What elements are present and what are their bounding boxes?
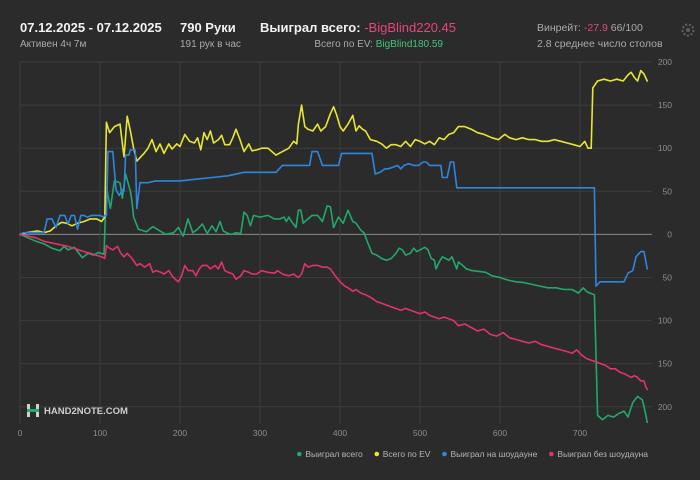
x-tick-label: 300 [253,428,267,438]
legend-label-ev: Всего по EV [383,449,431,459]
y-tick-label: 100 [658,143,672,153]
winrate-value: -27.9 [583,22,608,34]
x-tick-label: 100 [93,428,107,438]
y-tick-label: 100 [658,316,672,326]
active-time: Активен 4ч 7м [20,39,87,50]
x-tick-label: 0 [18,428,23,438]
legend-label-showdown: Выиграл на шоудауне [450,449,537,459]
won-total-label: Выиграл всего: [260,20,361,35]
x-tick-label: 400 [333,428,347,438]
hand2note-logo: HAND2NOTE.COM [27,404,128,417]
won-total-value: -BigBlind220.45 [364,20,457,35]
gear-icon[interactable] [681,23,695,37]
y-tick-label: 50 [663,186,673,196]
h2n-logo-icon [27,404,39,417]
winrate-unit: 66/100 [610,22,643,34]
series-line-won [19,173,648,424]
x-tick-label: 500 [413,428,427,438]
ev-total: Всего по EV: BigBlind180.59 [314,39,443,50]
y-tick-label: 200 [658,402,672,412]
y-tick-label: 150 [658,100,672,110]
legend-marker-non_showdown [549,451,554,457]
series-line-non_showdown [19,233,648,391]
x-tick-label: 700 [573,428,587,438]
hands-per-hour: 191 рук в час [180,39,241,50]
x-tick-label: 600 [493,428,507,438]
logo-text: HAND2NOTE.COM [44,406,128,417]
date-range: 07.12.2025 - 07.12.2025 [20,20,162,35]
y-tick-label: 200 [658,57,672,67]
y-tick-label: 150 [658,359,672,369]
grid [19,61,652,424]
series-layer [19,69,648,424]
legend: Выиграл без шоудауна Выиграл на шоудауне В… [297,449,648,459]
legend-label-won: Выиграл всего [305,449,363,459]
legend-marker-showdown [442,451,447,457]
legend-marker-won [297,451,302,457]
winrate: Винрейт: -27.9 66/100 [537,22,643,34]
y-tick-label: 50 [663,272,673,282]
winrate-label: Винрейт: [537,22,581,34]
series-line-ev [19,69,648,236]
x-tick-label: 200 [173,428,187,438]
ev-total-label: Всего по EV: [314,39,373,50]
y-tick-label: 0 [667,229,672,239]
won-total: Выиграл всего: -BigBlind220.45 [260,20,456,35]
series-line-showdown [19,149,648,287]
hands-count: 790 Руки [180,20,236,35]
avg-tables: 2.8 среднее число столов [537,38,663,50]
legend-marker-ev [374,451,380,457]
legend-label-non_showdown: Выиграл без шоудауна [557,449,648,459]
ev-total-value: BigBlind180.59 [375,39,443,50]
